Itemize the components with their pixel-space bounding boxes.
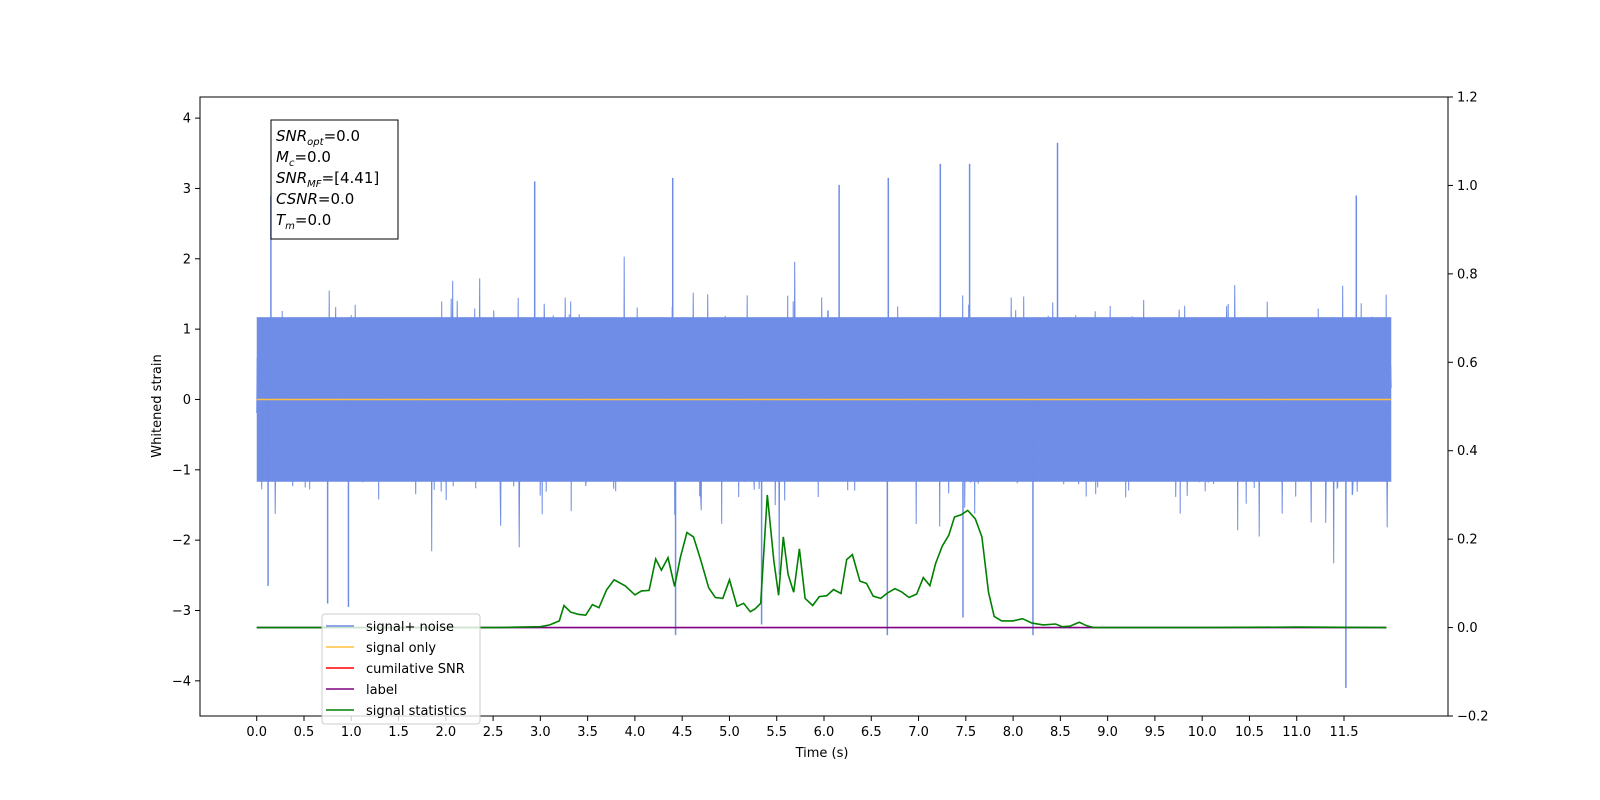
legend-label: cumilative SNR	[366, 662, 465, 677]
x-tick-label: 7.0	[908, 725, 929, 740]
x-tick-label: 9.0	[1097, 725, 1118, 740]
stats-symbol: M	[276, 148, 289, 166]
x-tick-label: 3.5	[577, 725, 598, 740]
y2-tick-label: 1.2	[1457, 91, 1478, 106]
stats-box-frame	[270, 119, 399, 240]
stats-line: Tm=0.0	[276, 211, 331, 232]
x-tick-label: 1.5	[388, 725, 409, 740]
y-axis-ticks: −4 −3 −2 −1 0 1 2 3 4	[172, 112, 200, 689]
x-axis-label: Time (s)	[795, 746, 849, 761]
stats-subscript: c	[289, 158, 295, 169]
x-tick-label: 0.0	[246, 725, 267, 740]
x-tick-label: 4.5	[672, 725, 693, 740]
x-tick-label: 2.0	[435, 725, 456, 740]
x-tick-label: 1.0	[341, 725, 362, 740]
x-tick-label: 8.0	[1003, 725, 1024, 740]
y2-axis-ticks: −0.2 0.0 0.2 0.4 0.6 0.8 1.0 1.2	[1448, 91, 1489, 725]
y2-tick-label: −0.2	[1457, 710, 1489, 725]
y2-tick-label: 0.6	[1457, 356, 1478, 371]
stats-subscript: opt	[307, 137, 324, 148]
stats-line: SNRMF=[4.41]	[276, 169, 379, 190]
stats-value: =[4.41]	[322, 169, 380, 187]
stats-line: CSNR=0.0	[276, 190, 354, 208]
legend-label: signal statistics	[366, 704, 467, 719]
stats-value: =0.0	[295, 211, 331, 229]
stats-value: =0.0	[324, 127, 360, 145]
y2-tick-label: 0.4	[1457, 444, 1478, 459]
x-tick-label: 4.0	[625, 725, 646, 740]
y2-tick-label: 0.2	[1457, 533, 1478, 548]
noise-trace	[256, 256, 1392, 575]
x-tick-label: 3.0	[530, 725, 551, 740]
x-tick-label: 6.0	[814, 725, 835, 740]
legend-label: signal only	[366, 641, 436, 656]
x-tick-label: 8.5	[1050, 725, 1071, 740]
y-tick-label: 3	[183, 182, 191, 197]
y-tick-label: 0	[183, 393, 191, 408]
stats-value: =0.0	[294, 148, 330, 166]
x-tick-label: 9.5	[1145, 725, 1166, 740]
x-tick-label: 10.0	[1188, 725, 1217, 740]
y2-tick-label: 0.8	[1457, 267, 1478, 282]
stats-symbol: SNR	[276, 127, 307, 145]
legend: signal+ noise signal only cumilative SNR la…	[321, 613, 481, 725]
stats-subscript: m	[285, 221, 295, 232]
legend-label: label	[366, 683, 397, 698]
x-axis-ticks: 0.0 0.5 1.0 1.5 2.0 2.5 3.0 3.5 4.0 4.5 5.0 5.5 6.0 6…	[246, 716, 1358, 740]
x-tick-label: 5.0	[719, 725, 740, 740]
x-tick-label: 11.0	[1282, 725, 1311, 740]
y-axis-label: Whitened strain	[150, 354, 165, 457]
y2-tick-label: 1.0	[1457, 179, 1478, 194]
y-tick-label: −3	[172, 604, 191, 619]
x-tick-label: 7.5	[955, 725, 976, 740]
y-tick-label: −2	[172, 534, 191, 549]
stats-line: Mc=0.0	[276, 148, 331, 169]
y2-tick-label: 0.0	[1457, 621, 1478, 636]
x-tick-label: 11.5	[1330, 725, 1359, 740]
y-tick-label: −1	[172, 463, 191, 478]
y-tick-label: 2	[183, 252, 191, 267]
legend-frame	[321, 613, 481, 725]
legend-label: signal+ noise	[366, 620, 454, 635]
x-tick-label: 0.5	[294, 725, 315, 740]
series-layer	[256, 142, 1392, 688]
stats-symbol: T	[276, 211, 287, 229]
stats-subscript: MF	[307, 179, 322, 190]
y-tick-label: −4	[172, 674, 191, 689]
series-signal-statistics	[256, 494, 1387, 629]
stats-value: =0.0	[318, 190, 354, 208]
y-tick-label: 1	[183, 323, 191, 338]
y-tick-label: 4	[183, 112, 191, 127]
x-tick-label: 5.5	[766, 725, 787, 740]
x-tick-label: 2.5	[483, 725, 504, 740]
x-tick-label: 10.5	[1235, 725, 1264, 740]
stats-symbol: CSNR	[276, 190, 318, 208]
stats-line: SNRopt=0.0	[276, 127, 360, 148]
stats-box: SNRopt=0.0Mc=0.0SNRMF=[4.41]CSNR=0.0Tm=0…	[270, 119, 399, 240]
stats-symbol: SNR	[276, 169, 307, 187]
x-tick-label: 6.5	[861, 725, 882, 740]
